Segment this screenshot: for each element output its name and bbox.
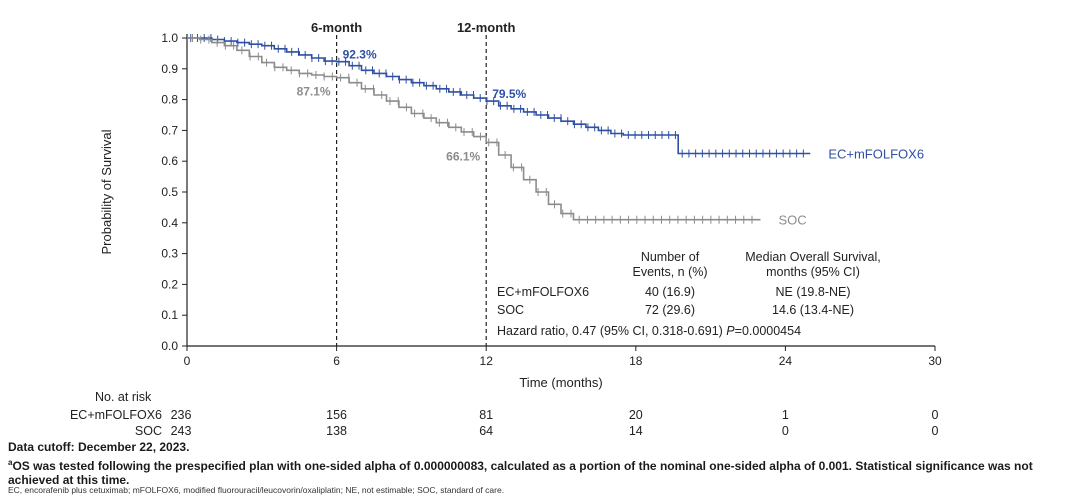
hazard-ratio: Hazard ratio, 0.47 (95% CI, 0.318-0.691)… — [497, 324, 801, 338]
pct-label-soc: 87.1% — [297, 85, 331, 99]
at-risk-value: 0 — [932, 424, 939, 438]
y-tick-label: 0.7 — [161, 123, 178, 137]
footnote-a: aOS was tested following the prespecifie… — [8, 456, 1070, 487]
x-tick-label: 30 — [928, 354, 942, 368]
p-label: P — [726, 324, 735, 338]
at-risk-value: 0 — [782, 424, 789, 438]
y-tick-label: 1.0 — [161, 31, 178, 45]
stats-row-events: 40 (16.9) — [645, 285, 695, 299]
at-risk-value: 156 — [326, 408, 347, 422]
y-tick-label: 0.3 — [161, 247, 178, 261]
at-risk-row-name: EC+mFOLFOX6 — [70, 408, 162, 422]
p-value: =0.0000454 — [735, 324, 801, 338]
legend-ec-mfolfox6: EC+mFOLFOX6 — [828, 147, 924, 162]
at-risk-value: 0 — [932, 408, 939, 422]
at-risk-value: 81 — [479, 408, 493, 422]
km-chart: 0.0 0.1 0.2 0.3 0.4 0.5 0.6 0.7 0.8 0.9 1.0 0 6 12 18 2… — [70, 20, 942, 438]
curve-ec-mfolfox6 — [187, 37, 811, 155]
y-tick-label: 0.9 — [161, 62, 178, 76]
at-risk-row-name: SOC — [135, 424, 162, 438]
stats-row-arm: SOC — [497, 303, 524, 317]
stats-row-arm: EC+mFOLFOX6 — [497, 285, 589, 299]
stats-row-events: 72 (29.6) — [645, 303, 695, 317]
axes: 0.0 0.1 0.2 0.3 0.4 0.5 0.6 0.7 0.8 0.9 1.0 0 6 12 18 2… — [99, 31, 942, 390]
at-risk-value: 138 — [326, 424, 347, 438]
x-axis-title: Time (months) — [519, 375, 602, 390]
y-tick-label: 0.6 — [161, 154, 178, 168]
stats-row-median: 14.6 (13.4-NE) — [772, 303, 854, 317]
data-cutoff-note: Data cutoff: December 22, 2023. — [8, 440, 190, 454]
legend-soc: SOC — [778, 213, 806, 228]
x-tick-label: 0 — [184, 354, 191, 368]
reference-lines: 6-month 12-month — [311, 20, 516, 346]
x-tick-label: 12 — [480, 354, 494, 368]
reference-line-label: 6-month — [311, 20, 362, 35]
col-header-events: Events, n (%) — [632, 265, 707, 279]
at-risk-title: No. at risk — [95, 390, 152, 404]
abbreviations-note: EC, encorafenib plus cetuximab; mFOLFOX6… — [8, 485, 505, 495]
y-tick-label: 0.1 — [161, 308, 178, 322]
at-risk-value: 236 — [171, 408, 192, 422]
col-header-median: months (95% CI) — [766, 265, 860, 279]
y-tick-label: 0.8 — [161, 93, 178, 107]
y-axis-title: Probability of Survival — [99, 129, 114, 254]
y-tick-label: 0.5 — [161, 185, 178, 199]
y-tick-label: 0.2 — [161, 277, 178, 291]
hazard-ratio-text: Hazard ratio, 0.47 (95% CI, 0.318-0.691) — [497, 324, 726, 338]
x-tick-label: 18 — [629, 354, 643, 368]
at-risk-value: 64 — [479, 424, 493, 438]
y-tick-label: 0.0 — [161, 339, 178, 353]
footnote-text: OS was tested following the prespecified… — [8, 459, 1033, 487]
chart-labels: 92.3% 79.5% EC+mFOLFOX6 87.1% 66.1% SOC — [297, 48, 924, 228]
at-risk-table: No. at risk EC+mFOLFOX6 236 156 81 20 1 0 SOC 243… — [70, 390, 939, 438]
at-risk-value: 14 — [629, 424, 643, 438]
curve-soc — [187, 37, 761, 221]
y-tick-label: 0.4 — [161, 216, 178, 230]
footnote-marker: a — [8, 458, 13, 467]
reference-line-label: 12-month — [457, 20, 516, 35]
survival-curves — [187, 34, 811, 224]
pct-label-ec-mfolfox6: 92.3% — [343, 48, 377, 62]
col-header-median: Median Overall Survival, — [745, 250, 880, 264]
at-risk-value: 1 — [782, 408, 789, 422]
col-header-events: Number of — [641, 250, 700, 264]
x-tick-label: 24 — [779, 354, 793, 368]
pct-label-soc: 66.1% — [446, 149, 480, 163]
at-risk-value: 243 — [171, 424, 192, 438]
pct-label-ec-mfolfox6: 79.5% — [492, 87, 526, 101]
stats-row-median: NE (19.8-NE) — [775, 285, 850, 299]
x-tick-label: 6 — [333, 354, 340, 368]
at-risk-value: 20 — [629, 408, 643, 422]
